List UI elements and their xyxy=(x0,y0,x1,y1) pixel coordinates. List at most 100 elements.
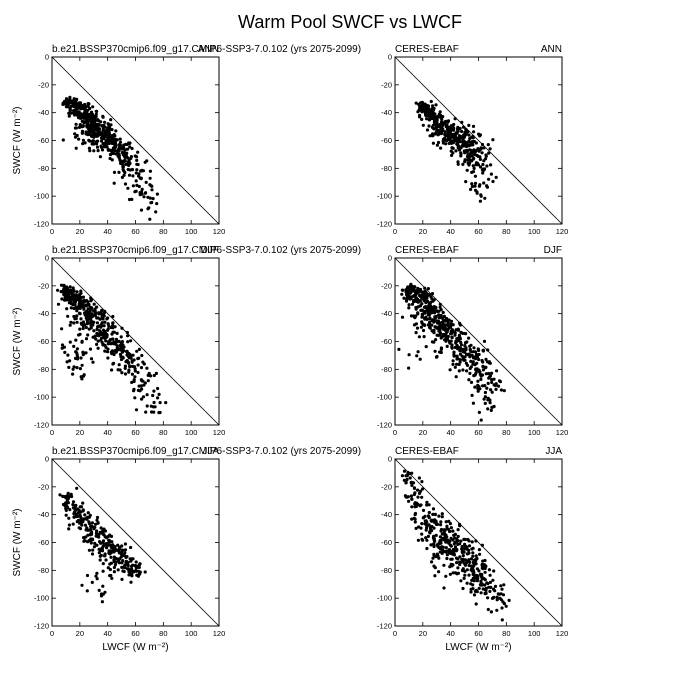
scatter-point xyxy=(138,570,142,574)
scatter-point xyxy=(474,371,478,375)
scatter-point xyxy=(459,134,463,138)
scatter-point xyxy=(448,539,452,543)
scatter-point xyxy=(480,142,485,147)
scatter-point xyxy=(139,378,143,382)
y-tick-label: -20 xyxy=(38,482,49,491)
scatter-point xyxy=(80,339,84,343)
scatter-point xyxy=(416,350,420,354)
scatter-point xyxy=(449,536,453,541)
scatter-point xyxy=(76,357,80,361)
scatter-point xyxy=(109,118,113,122)
scatter-point xyxy=(429,295,433,299)
scatter-point xyxy=(486,407,490,411)
scatter-point xyxy=(464,144,469,149)
scatter-point xyxy=(149,374,153,378)
scatter-point xyxy=(94,126,98,131)
scatter-point xyxy=(116,340,120,344)
scatter-point xyxy=(409,290,413,294)
scatter-point xyxy=(132,378,136,382)
scatter-points xyxy=(414,99,498,203)
scatter-point xyxy=(441,127,445,131)
scatter-point xyxy=(470,353,474,357)
scatter-point xyxy=(90,121,94,125)
scatter-point xyxy=(129,156,133,160)
x-tick-label: 60 xyxy=(474,428,482,437)
scatter-point xyxy=(98,317,102,321)
scatter-point xyxy=(484,372,488,376)
scatter-point xyxy=(420,105,424,109)
scatter-point xyxy=(461,331,465,335)
scatter-point xyxy=(97,588,101,593)
reference-line xyxy=(394,56,563,225)
scatter-point xyxy=(429,112,433,116)
scatter-point xyxy=(471,587,475,591)
scatter-point xyxy=(79,356,83,360)
scatter-point xyxy=(82,120,86,124)
scatter-point xyxy=(79,317,83,321)
scatter-points xyxy=(58,486,147,604)
y-tick-label: -40 xyxy=(381,510,392,519)
scatter-point xyxy=(111,321,115,325)
scatter-point xyxy=(461,586,465,591)
scatter-point xyxy=(74,122,78,126)
scatter-point xyxy=(405,297,409,301)
scatter-point xyxy=(452,542,456,546)
scatter-point xyxy=(75,366,79,370)
scatter-point xyxy=(116,543,120,547)
scatter-point xyxy=(121,348,125,352)
y-tick-label: -20 xyxy=(381,80,392,89)
scatter-point xyxy=(400,474,404,478)
scatter-point xyxy=(407,306,411,310)
scatter-point xyxy=(427,514,431,518)
scatter-point xyxy=(440,545,444,549)
scatter-point xyxy=(489,408,493,412)
scatter-point xyxy=(490,380,494,384)
scatter-point xyxy=(108,543,112,547)
scatter-point xyxy=(130,359,134,363)
scatter-point xyxy=(435,552,439,556)
scatter-point xyxy=(467,123,471,127)
x-tick-label: 60 xyxy=(131,629,139,638)
scatter-point xyxy=(81,295,85,299)
scatter-point xyxy=(468,137,472,141)
scatter-point xyxy=(64,496,68,500)
scatter-point xyxy=(75,314,79,318)
scatter-point xyxy=(139,384,143,388)
scatter-point xyxy=(443,130,447,134)
scatter-point xyxy=(96,118,100,122)
scatter-point xyxy=(68,508,72,512)
scatter-point xyxy=(448,340,452,344)
scatter-point xyxy=(418,357,422,361)
scatter-point xyxy=(475,556,479,561)
y-tick-label: -100 xyxy=(377,393,392,402)
scatter-point xyxy=(456,542,460,547)
y-tick-label: -100 xyxy=(377,594,392,603)
scatter-point xyxy=(79,116,83,120)
scatter-point xyxy=(112,565,116,570)
scatter-point xyxy=(64,97,69,101)
scatter-points xyxy=(61,95,159,221)
x-tick-label: 100 xyxy=(528,227,541,236)
scatter-point xyxy=(495,598,499,602)
scatter-point xyxy=(496,384,501,388)
x-tick-label: 40 xyxy=(103,227,111,236)
scatter-point xyxy=(112,330,116,334)
scatter-point xyxy=(473,181,478,185)
figure-title: Warm Pool SWCF vs LWCF xyxy=(238,12,462,32)
panel-5: b.e21.BSSP370cmip6.f09_g17.CMIP6-SSP3-7.… xyxy=(12,446,361,653)
scatter-point xyxy=(435,143,439,147)
scatter-point xyxy=(132,570,136,574)
scatter-point xyxy=(414,101,418,105)
scatter-point xyxy=(416,495,420,499)
scatter-point xyxy=(120,371,124,375)
scatter-point xyxy=(488,374,493,378)
scatter-point xyxy=(130,197,134,201)
scatter-point xyxy=(97,332,101,336)
scatter-point xyxy=(72,109,76,113)
scatter-point xyxy=(103,120,107,124)
scatter-point xyxy=(131,184,135,188)
scatter-point xyxy=(461,140,465,144)
scatter-point xyxy=(471,124,476,128)
scatter-point xyxy=(432,542,436,546)
scatter-point xyxy=(135,573,139,577)
